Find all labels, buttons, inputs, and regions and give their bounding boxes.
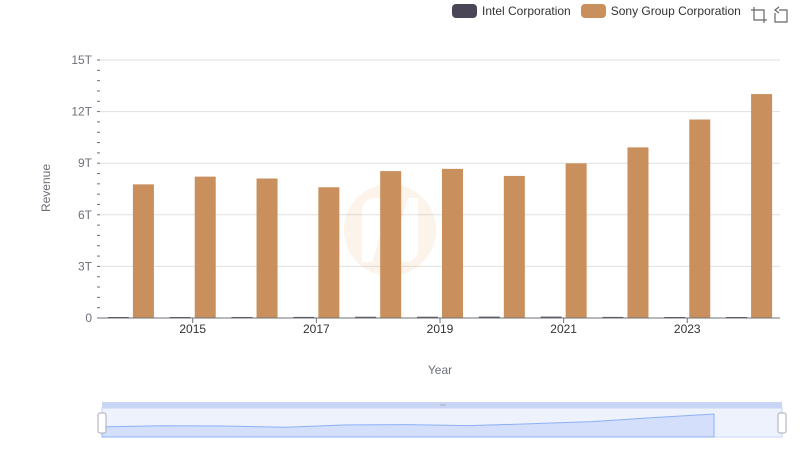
bar-sony — [627, 147, 649, 318]
y-tick-label: 0 — [85, 311, 92, 325]
legend-item-sony[interactable]: Sony Group Corporation — [580, 4, 741, 18]
bar-sony — [256, 178, 278, 318]
toolbox — [746, 6, 790, 24]
legend: Intel Corporation Sony Group Corporation — [452, 4, 751, 18]
x-tick-label: 2017 — [303, 322, 330, 336]
y-tick-label: 15T — [71, 53, 92, 67]
x-tick-label: 2015 — [179, 322, 206, 336]
legend-label-sony: Sony Group Corporation — [610, 4, 741, 18]
bar-sony — [689, 119, 711, 319]
y-axis-label: Revenue — [39, 164, 53, 212]
x-tick-label: 2023 — [674, 322, 701, 336]
legend-label-intel: Intel Corporation — [482, 4, 571, 18]
legend-swatch-intel — [452, 4, 477, 18]
bar-intel — [293, 316, 315, 318]
bar-intel — [355, 316, 377, 318]
legend-item-intel[interactable]: Intel Corporation — [452, 4, 571, 18]
bar-sony — [503, 175, 525, 318]
zoom-handle-right — [777, 412, 787, 434]
zoom-preview-area — [101, 413, 715, 438]
x-axis-label: Year — [428, 363, 452, 377]
bars-group — [107, 94, 773, 319]
bar-intel — [478, 316, 500, 318]
zoom-handle-left — [97, 412, 107, 434]
bar-intel — [231, 316, 253, 318]
bar-intel — [602, 316, 624, 318]
data-zoom-slider[interactable] — [97, 402, 787, 438]
x-tick-label: 2019 — [427, 322, 454, 336]
bar-sony — [194, 176, 216, 318]
zoom-icon[interactable] — [750, 6, 768, 24]
bar-intel — [540, 316, 562, 318]
y-tick-label: 6T — [78, 208, 93, 222]
bar-sony — [318, 187, 340, 318]
bar-sony — [380, 171, 402, 318]
bar-intel — [417, 316, 438, 318]
legend-swatch-sony — [580, 4, 606, 18]
y-tick-label: 12T — [71, 105, 92, 119]
bar-sony — [442, 168, 463, 318]
bar-sony — [751, 94, 773, 318]
x-tick-label: 2021 — [550, 322, 577, 336]
y-tick-label: 9T — [78, 156, 93, 170]
y-tick-label: 3T — [78, 259, 93, 273]
bar-sony — [132, 184, 154, 318]
restore-icon[interactable] — [772, 6, 790, 24]
axes: 0 3T 6T 9T 12T 15T 2015 2017 2019 2021 2023 — [71, 53, 780, 336]
bar-sony — [565, 163, 587, 318]
